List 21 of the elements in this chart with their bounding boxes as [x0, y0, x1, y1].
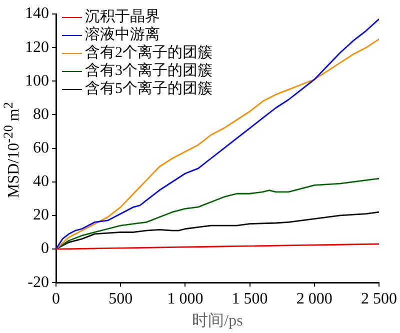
- y-tick-label: 0: [41, 240, 49, 258]
- y-tick-label: 80: [33, 106, 49, 123]
- y-tick-label: 40: [33, 173, 49, 190]
- x-tick-label: 2 500: [361, 290, 397, 308]
- x-tick-label: 1 500: [232, 290, 268, 308]
- x-tick-label: 1 000: [167, 290, 204, 308]
- x-axis-title: 时间/ps: [192, 312, 243, 330]
- x-tick-label: 500: [108, 290, 133, 308]
- legend-label: 含有2个离子的团簇: [85, 44, 212, 62]
- legend-label: 沉积于晶界: [85, 8, 160, 26]
- x-tick-label: 2 000: [296, 290, 332, 308]
- y-tick-label: -20: [28, 274, 49, 291]
- x-tick-label: 0: [52, 290, 60, 308]
- legend-label: 含有5个离子的团簇: [85, 80, 212, 98]
- y-tick-label: 20: [33, 206, 49, 224]
- y-tick-label: 100: [25, 72, 49, 90]
- legend-label: 含有3个离子的团簇: [85, 62, 212, 80]
- y-tick-label: 60: [33, 140, 49, 157]
- y-tick-label: 120: [25, 38, 49, 56]
- y-tick-label: 140: [25, 5, 49, 22]
- legend-label: 溶液中游离: [85, 26, 160, 44]
